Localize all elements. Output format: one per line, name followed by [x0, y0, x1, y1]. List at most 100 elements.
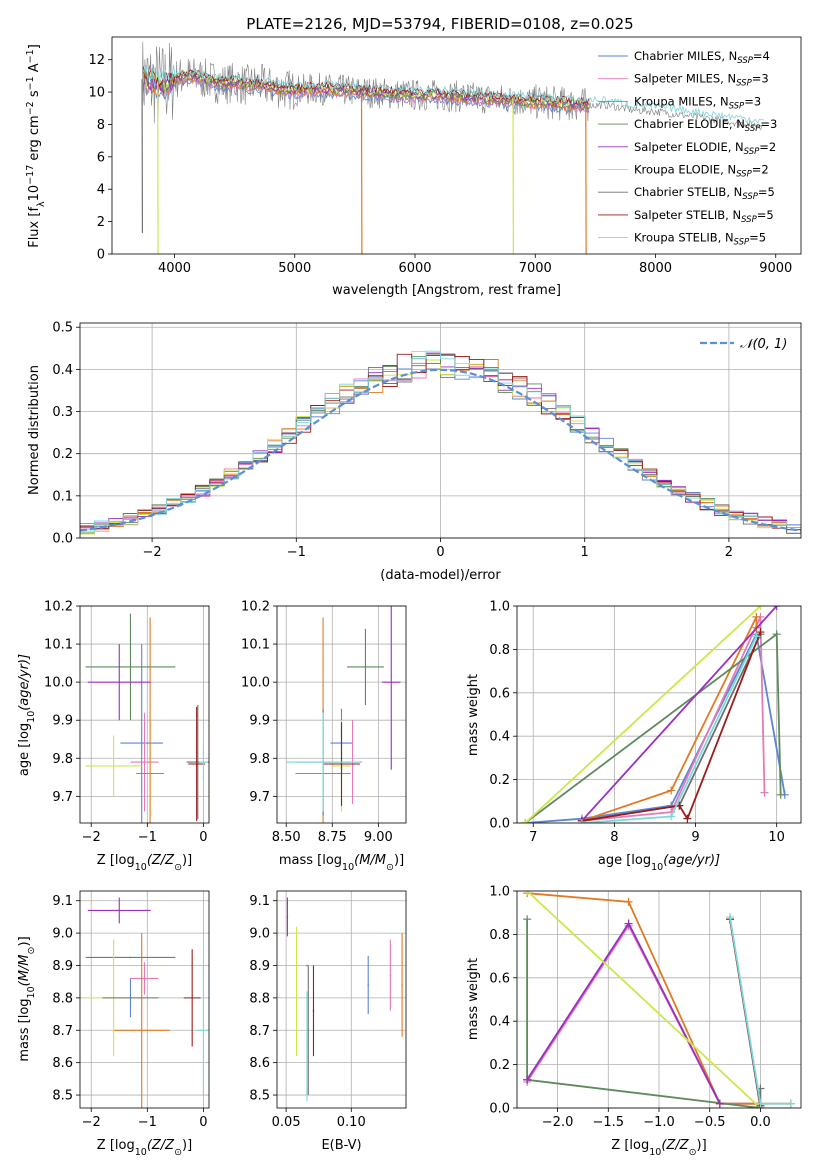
y-axis-label: Flux [fλ10−17 erg cm−2 s−1 A−1]	[25, 44, 47, 248]
y-tick-label: 10.2	[44, 600, 73, 615]
marker-kroupa-stelib	[726, 913, 734, 922]
legend-label-part: N	[727, 163, 736, 177]
y-tick-label: 0.2	[489, 1058, 510, 1073]
y-tick-label: 8.8	[52, 991, 73, 1006]
spectrum-model-chabrier-stelib	[142, 69, 590, 107]
y-tick-label: 8.6	[52, 1056, 73, 1071]
legend-label-part: Kroupa STELIB,	[634, 231, 725, 245]
y-tick-label: 10.1	[44, 638, 73, 653]
legend-label-part: Chabrier ELODIE,	[634, 117, 736, 131]
legend-label-part: SSP	[741, 215, 757, 225]
y-tick-label: 9.8	[52, 752, 73, 767]
axes-frame	[79, 890, 210, 1109]
y-axis-label-part: λ	[36, 201, 47, 207]
point-chabrier-stelib	[129, 997, 132, 999]
x-tick-label: −1	[138, 1115, 157, 1130]
plot-area	[80, 350, 801, 535]
legend-label-part: SSP	[745, 124, 761, 134]
line-kroupa-stelib	[581, 636, 758, 823]
y-axis-label-part: 10	[26, 986, 37, 998]
line-kroupa-miles	[581, 616, 758, 822]
legend-label-salpeter-miles: Salpeter MILES, NSSP=3	[634, 72, 769, 89]
point-chabrier-stelib	[196, 761, 199, 763]
legend-label-part: Salpeter ELODIE,	[634, 140, 735, 154]
y-tick-label: 0.0	[489, 1102, 510, 1117]
x-tick-label: −1.0	[643, 1115, 675, 1130]
y-axis-label-part: Flux [f	[27, 207, 42, 248]
point-chabrier-elodie	[129, 666, 132, 668]
x-tick-label: −2	[82, 1115, 101, 1130]
legend-label-part: N	[735, 140, 744, 154]
x-tick-label: 7	[529, 830, 537, 845]
x-tick-label: 8.75	[318, 830, 347, 845]
x-axis-label-part: 10	[342, 862, 354, 873]
y-tick-label: 0	[97, 248, 105, 263]
y-tick-label: 1.0	[489, 885, 510, 900]
legend-label-part: =3	[752, 72, 769, 86]
marker-salpeter-stelib	[683, 814, 692, 823]
point-kroupa-miles	[140, 1029, 143, 1032]
x-tick-label: 0.10	[337, 1115, 366, 1130]
y-tick-label: 0.0	[489, 817, 510, 832]
marker-kroupa-elodie	[521, 819, 530, 823]
y-tick-label: 9.1	[249, 894, 270, 909]
legend-label-part: Chabrier STELIB,	[634, 185, 734, 199]
point-salpeter-stelib	[195, 763, 198, 765]
x-axis-label-part: (Z/Z	[147, 1138, 175, 1153]
x-axis-label-part: Z [log	[611, 1138, 649, 1153]
point-chabrier-stelib	[307, 1029, 310, 1032]
x-axis-label-part: )]	[182, 853, 192, 868]
y-tick-label: 10.1	[241, 638, 270, 653]
point-salpeter-elodie	[286, 916, 289, 918]
axes-massweight-vs-Z: −2.0 −1.5 −1.0 −0.5 0.0 0.0 0.2 0.4 0.6 0.8 1.0 Z […	[466, 885, 802, 1158]
y-tick-label: 8	[97, 118, 105, 133]
axes-spectrum: 4000 5000 6000 7000 8000 9000 0 2 4 6 8 10 12 wavelen…	[25, 36, 802, 298]
legend-label-chabrier-stelib: Chabrier STELIB, NSSP=5	[634, 185, 775, 202]
y-axis-label-part: A	[27, 63, 42, 76]
x-axis-label-part: ⊙	[174, 862, 182, 873]
y-tick-label: 0.2	[489, 773, 510, 788]
legend-label-part: N	[729, 49, 738, 63]
legend-label-chabrier-elodie: Chabrier ELODIE, NSSP=3	[634, 117, 777, 134]
x-tick-label: 5000	[278, 261, 311, 276]
x-tick-label: 10	[768, 830, 785, 845]
x-axis-label-part: (M/M	[354, 853, 386, 868]
x-tick-label: 9	[691, 830, 699, 845]
x-axis-label-part: mass [log	[279, 853, 342, 868]
x-tick-label: 7000	[519, 261, 552, 276]
y-tick-label: 4	[97, 183, 105, 198]
marker-kroupa-miles	[667, 786, 676, 795]
x-tick-label: 8000	[639, 261, 672, 276]
point-chabrier-elodie	[306, 964, 308, 967]
line-salpeter-elodie	[526, 921, 721, 1105]
legend-label-part: N	[725, 231, 734, 245]
legend-label-part: =2	[752, 163, 769, 177]
axes-age-vs-mass: 8.50 8.75 9.00 9.7 9.8 9.9 10.0 10.1 10.2 mass [l…	[241, 600, 407, 873]
y-tick-label: 0.4	[489, 730, 510, 745]
legend-label-part: Salpeter MILES,	[634, 72, 727, 86]
marker-salpeter-stelib	[756, 628, 765, 637]
marker-kroupa-stelib	[577, 819, 586, 823]
y-tick-label: 6	[97, 150, 105, 165]
y-axis-label-part: s	[27, 90, 42, 101]
spectrum-model-salpeter-stelib	[142, 66, 590, 105]
y-tick-label: 0.1	[52, 489, 73, 504]
point-kroupa-miles	[401, 984, 403, 986]
spectrum-model-chabrier-miles	[142, 76, 590, 114]
y-tick-label: 8.7	[52, 1024, 73, 1039]
legend-label-part: Chabrier MILES,	[634, 49, 729, 63]
y-tick-label: 9.1	[52, 894, 73, 909]
point-chabrier-elodie	[129, 956, 132, 959]
y-tick-label: 9.0	[249, 927, 270, 942]
plot-area	[286, 606, 401, 823]
marker-kroupa-stelib	[752, 632, 761, 641]
point-salpeter-elodie	[390, 681, 393, 683]
legend-label-kroupa-miles: Kroupa MILES, NSSP=3	[634, 94, 761, 111]
x-tick-label: 0	[436, 545, 444, 560]
y-axis-label-part: 10	[27, 185, 42, 202]
y-tick-label: 0.4	[52, 363, 73, 378]
legend-label-gaussian: 𝒩(0, 1)	[740, 337, 787, 352]
legend-label-part: =3	[744, 94, 761, 108]
y-axis-label-part: mass [log	[17, 998, 32, 1061]
